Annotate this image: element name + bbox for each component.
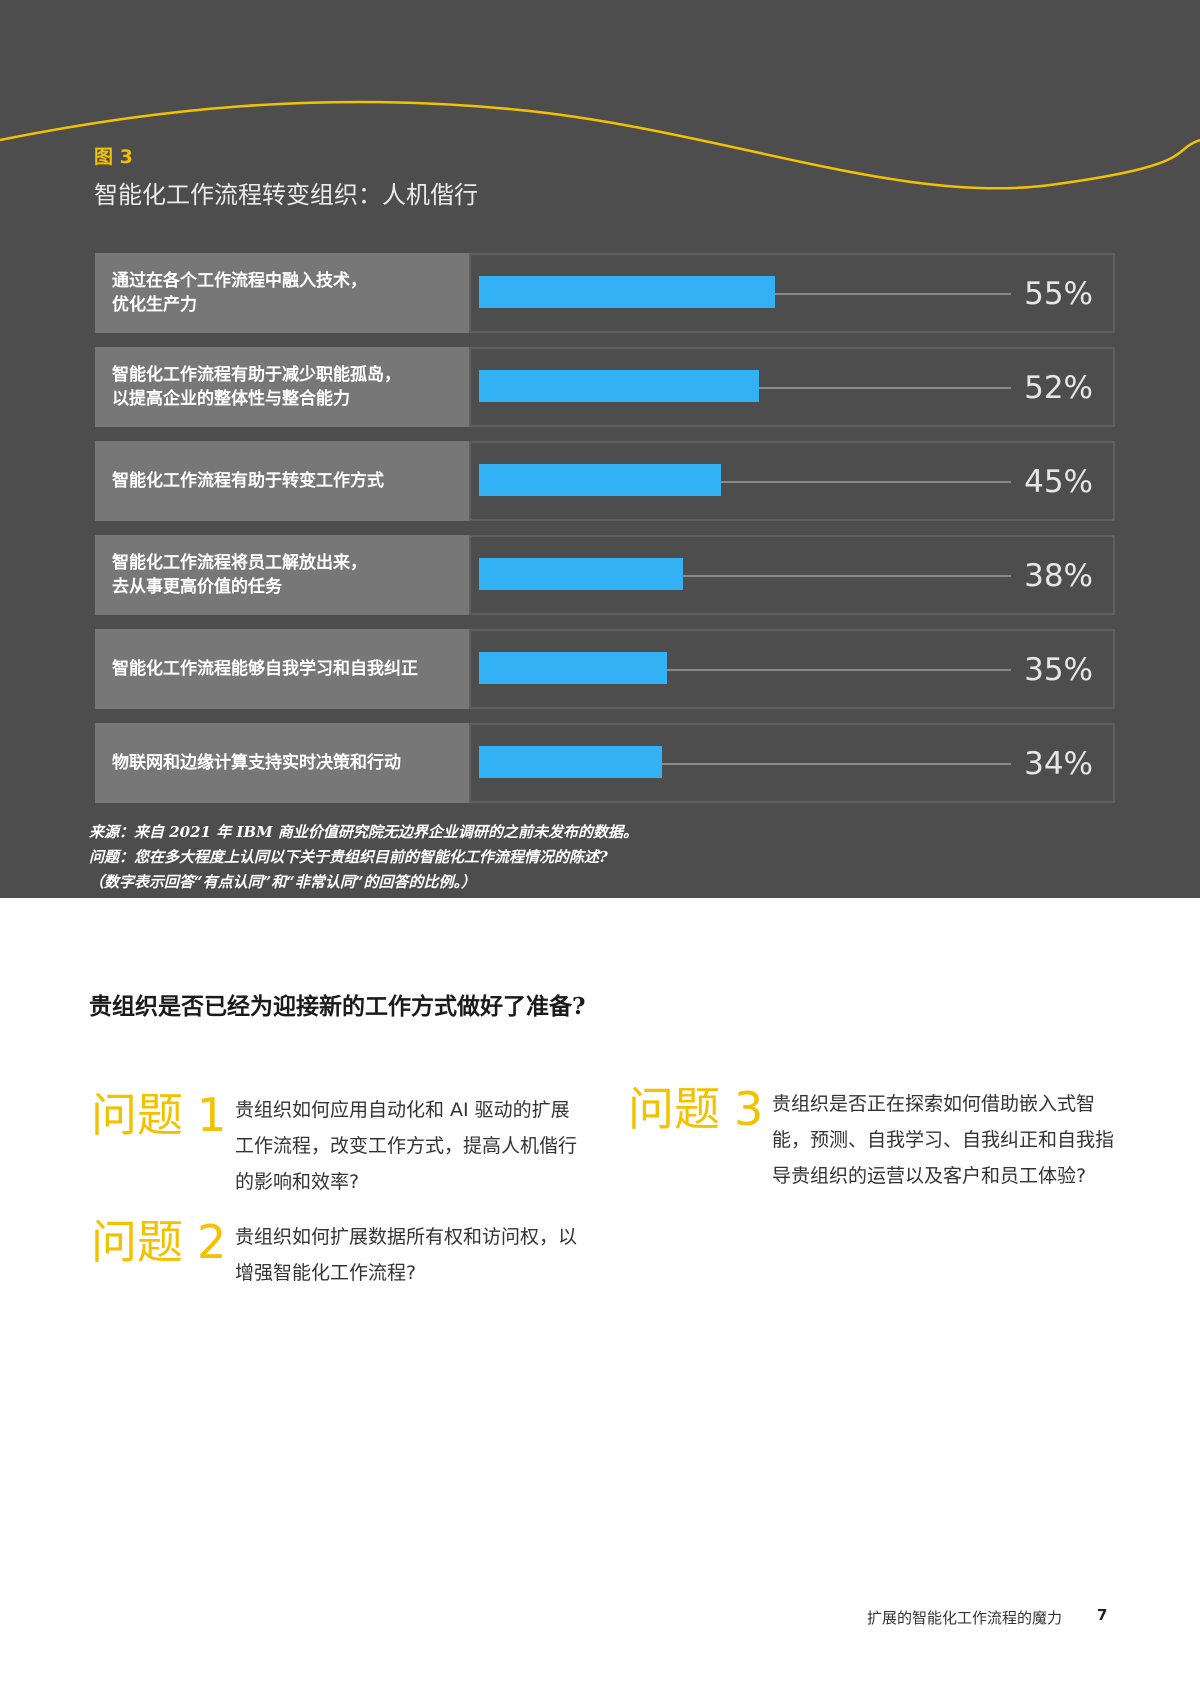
bar-label: 智能化工作流程有助于转变工作方式 (112, 471, 384, 491)
bar-row-2: 智能化工作流程有助于减少职能孤岛， 以提高企业的整体性与整合能力 52% (95, 347, 1115, 427)
bar-label-box: 智能化工作流程将员工解放出来， 去从事更高价值的任务 (95, 535, 469, 615)
bar-fill (479, 652, 668, 684)
question-1-number: 1 (197, 1088, 227, 1142)
bar-label: 智能化工作流程有助于减少职能孤岛， 以提高企业的整体性与整合能力 (112, 365, 401, 409)
bar-track: 52% (469, 347, 1115, 427)
bar-label-box: 智能化工作流程有助于减少职能孤岛， 以提高企业的整体性与整合能力 (95, 347, 469, 427)
question-3-word: 问题 (628, 1082, 720, 1136)
bar-label: 通过在各个工作流程中融入技术， 优化生产力 (112, 271, 367, 315)
question-3-text: 贵组织是否正在探索如何借助嵌入式智能，预测、自我学习、自我纠正和自我指导贵组织的… (772, 1093, 1115, 1187)
bar-row-4: 智能化工作流程将员工解放出来， 去从事更高价值的任务 38% (95, 535, 1115, 615)
figure-panel: 图 3 智能化工作流程转变组织：人机偕行 通过在各个工作流程中融入技术， 优化生… (0, 0, 1200, 898)
bar-track: 35% (469, 629, 1115, 709)
bar-label: 物联网和边缘计算支持实时决策和行动 (112, 753, 401, 773)
bar-guide-line (481, 575, 1011, 577)
bar-row-3: 智能化工作流程有助于转变工作方式 45% (95, 441, 1115, 521)
bar-label: 智能化工作流程能够自我学习和自我纠正 (112, 659, 418, 679)
question-3-number: 3 (734, 1082, 764, 1136)
question-2: 问题 2 贵组织如何扩展数据所有权和访问权，以增强智能化工作流程? (91, 1213, 591, 1303)
figure-label: 图 3 (94, 146, 133, 168)
question-1-heading: 问题 1 (91, 1086, 226, 1144)
bar-fill (479, 558, 684, 590)
page-number: 7 (1097, 1606, 1108, 1624)
wave-line (0, 100, 1200, 190)
bar-guide-line (481, 669, 1011, 671)
source-line-2: 问题：您在多大程度上认同以下关于贵组织目前的智能化工作流程情况的陈述? (89, 848, 608, 866)
question-1: 问题 1 贵组织如何应用自动化和 AI 驱动的扩展工作流程，改变工作方式，提高人机… (91, 1086, 591, 1206)
bar-fill (479, 276, 775, 308)
footer-title: 扩展的智能化工作流程的魔力 (866, 1609, 1062, 1627)
source-note: 来源：来自 2021 年 IBM 商业价值研究院无边界企业调研的之前未发布的数据… (89, 820, 638, 895)
bar-guide-line (481, 763, 1011, 765)
bar-value-label: 35% (1024, 652, 1093, 688)
bar-row-5: 智能化工作流程能够自我学习和自我纠正 35% (95, 629, 1115, 709)
bar-guide-line (481, 481, 1011, 483)
question-2-heading: 问题 2 (91, 1213, 226, 1271)
source-line-1: 来源：来自 2021 年 IBM 商业价值研究院无边界企业调研的之前未发布的数据… (89, 823, 638, 841)
section-title: 贵组织是否已经为迎接新的工作方式做好了准备? (89, 993, 586, 1020)
question-2-text: 贵组织如何扩展数据所有权和访问权，以增强智能化工作流程? (235, 1226, 578, 1284)
decorative-wave (0, 100, 1200, 190)
question-1-word: 问题 (91, 1088, 183, 1142)
bar-value-label: 45% (1024, 464, 1093, 500)
bar-fill (479, 464, 722, 496)
bar-label-box: 物联网和边缘计算支持实时决策和行动 (95, 723, 469, 803)
figure-title: 智能化工作流程转变组织：人机偕行 (94, 181, 478, 209)
question-1-text: 贵组织如何应用自动化和 AI 驱动的扩展工作流程，改变工作方式，提高人机偕行的影… (235, 1099, 578, 1193)
bar-label-box: 智能化工作流程能够自我学习和自我纠正 (95, 629, 469, 709)
bar-value-label: 55% (1024, 276, 1093, 312)
bar-fill (479, 370, 759, 402)
bar-fill (479, 746, 662, 778)
bar-track: 38% (469, 535, 1115, 615)
question-3: 问题 3 贵组织是否正在探索如何借助嵌入式智能，预测、自我学习、自我纠正和自我指导… (628, 1080, 1128, 1240)
question-2-word: 问题 (91, 1215, 183, 1269)
bar-row-1: 通过在各个工作流程中融入技术， 优化生产力 55% (95, 253, 1115, 333)
bar-label-box: 通过在各个工作流程中融入技术， 优化生产力 (95, 253, 469, 333)
source-line-3: （数字表示回答“有点认同”和“非常认同”的回答的比例。） (89, 873, 477, 891)
bar-value-label: 38% (1024, 558, 1093, 594)
bar-track: 34% (469, 723, 1115, 803)
bar-label-box: 智能化工作流程有助于转变工作方式 (95, 441, 469, 521)
bar-row-6: 物联网和边缘计算支持实时决策和行动 34% (95, 723, 1115, 803)
question-3-heading: 问题 3 (628, 1080, 763, 1138)
bar-track: 45% (469, 441, 1115, 521)
bar-value-label: 34% (1024, 746, 1093, 782)
bar-value-label: 52% (1024, 370, 1093, 406)
question-2-number: 2 (197, 1215, 227, 1269)
bar-label: 智能化工作流程将员工解放出来， 去从事更高价值的任务 (112, 553, 367, 597)
bar-track: 55% (469, 253, 1115, 333)
